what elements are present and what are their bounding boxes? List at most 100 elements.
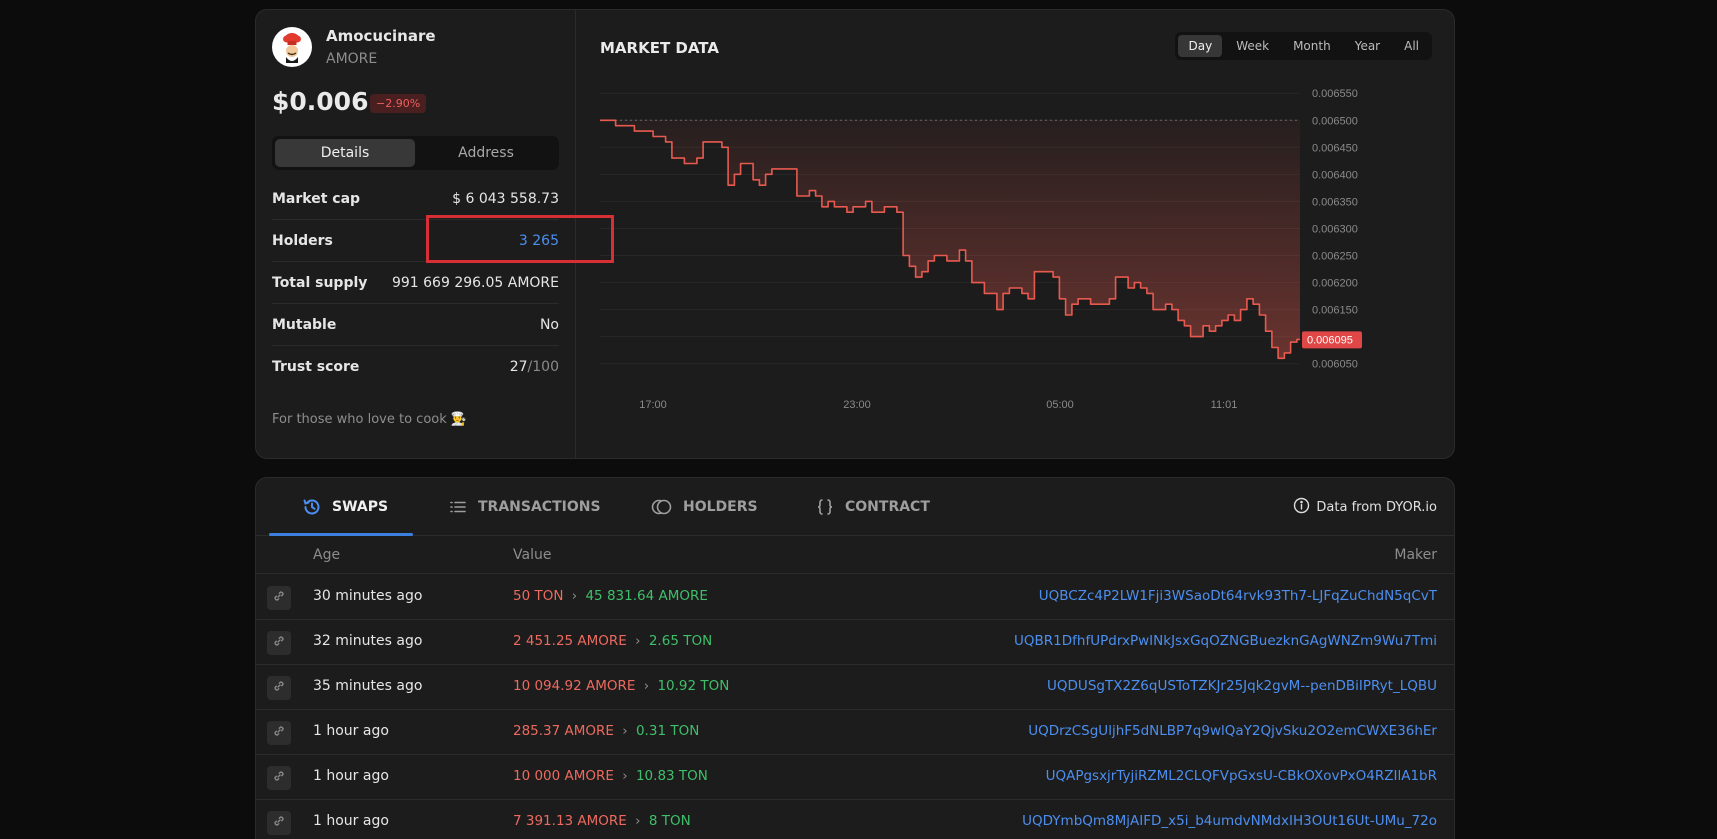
maker-address-link[interactable]: UQDYmbQm8MjAIFD_x5i_b4umdvNMdxIH3OUt16Ut… (1022, 813, 1437, 829)
in-amount: 10 094.92 (513, 678, 582, 694)
x-tick-label: 05:00 (1046, 399, 1074, 411)
market-data-title: MARKET DATA (600, 39, 719, 57)
out-token: TON (683, 633, 713, 649)
y-tick-label: 0.006300 (1312, 223, 1358, 235)
table-row: 1 hour ago 10 000 AMORE › 10.83 TON UQAP… (256, 755, 1454, 800)
x-tick-label: 11:01 (1211, 399, 1238, 411)
token-price: $0.006 (272, 87, 369, 116)
out-token: TON (670, 723, 700, 739)
tx-link-button[interactable] (267, 586, 291, 610)
range-tab-day[interactable]: Day (1178, 35, 1223, 57)
link-icon (273, 815, 285, 831)
tab-details[interactable]: Details (275, 139, 415, 167)
maker-address-link[interactable]: UQBR1DfhfUPdrxPwINkJsxGqOZNGBuezknGAgWNZ… (1014, 633, 1437, 649)
stat-label: Total supply (272, 275, 368, 291)
tx-link-button[interactable] (267, 721, 291, 745)
row-age: 35 minutes ago (313, 678, 423, 694)
tab-label: SWAPS (332, 499, 389, 515)
tx-link-button[interactable] (267, 811, 291, 835)
tx-link-button[interactable] (267, 766, 291, 790)
out-token: TON (661, 813, 691, 829)
trust-score-max: /100 (527, 359, 559, 375)
table-row: 1 hour ago 7 391.13 AMORE › 8 TON UQDYmb… (256, 800, 1454, 839)
y-tick-label: 0.006200 (1312, 278, 1358, 290)
link-icon (273, 635, 285, 651)
out-amount: 8 (648, 813, 658, 829)
y-tick-label: 0.006550 (1312, 88, 1358, 100)
stat-label: Holders (272, 233, 333, 249)
maker-address-link[interactable]: UQDUSgTX2Z6qUSToTZKJr25Jqk2gvM--penDBiIP… (1047, 678, 1437, 694)
stat-label: Trust score (272, 359, 360, 375)
out-amount: 0.31 (635, 723, 667, 739)
token-logo (272, 27, 312, 67)
arrow-right-icon: › (622, 768, 628, 784)
braces-icon (815, 497, 835, 517)
out-amount: 10.92 (657, 678, 697, 694)
row-age: 30 minutes ago (313, 588, 423, 604)
stat-row-holders: Holders 3 265 (272, 220, 559, 262)
tab-label: HOLDERS (683, 499, 758, 515)
stat-value: 27/100 (510, 359, 559, 375)
out-token: TON (700, 678, 730, 694)
row-age: 32 minutes ago (313, 633, 423, 649)
row-value: 10 094.92 AMORE › 10.92 TON (513, 678, 729, 694)
activity-tab-bar: SWAPS TRANSACTIONS HOLDERS (256, 478, 1454, 536)
history-icon (302, 497, 322, 517)
maker-address-link[interactable]: UQBCZc4P2LW1Fji3WSaoDt64rvk93Th7-LJFqZuC… (1038, 588, 1437, 604)
out-token: AMORE (658, 588, 708, 604)
in-token: TON (534, 588, 564, 604)
link-icon (273, 680, 285, 696)
y-tick-label: 0.006250 (1312, 251, 1358, 263)
token-description: For those who love to cook 👨‍🍳 (272, 412, 468, 427)
holders-count-link[interactable]: 3 265 (518, 233, 559, 249)
link-icon (273, 770, 285, 786)
tab-transactions[interactable]: TRANSACTIONS (448, 478, 601, 536)
range-tab-month[interactable]: Month (1293, 39, 1331, 53)
table-row: 32 minutes ago 2 451.25 AMORE › 2.65 TON… (256, 620, 1454, 665)
stat-value: $ 6 043 558.73 (452, 191, 559, 207)
list-icon (448, 497, 468, 517)
x-tick-label: 17:00 (639, 399, 667, 411)
table-row: 35 minutes ago 10 094.92 AMORE › 10.92 T… (256, 665, 1454, 710)
tab-swaps[interactable]: SWAPS (302, 478, 388, 536)
out-token: TON (678, 768, 708, 784)
maker-address-link[interactable]: UQDrzCSgUljhF5dNLBP7q9wlQaY2QjvSku2O2emC… (1028, 723, 1437, 739)
tab-address[interactable]: Address (458, 145, 514, 161)
row-age: 1 hour ago (313, 723, 389, 739)
out-amount: 10.83 (635, 768, 675, 784)
arrow-right-icon: › (635, 813, 641, 829)
info-icon (1293, 497, 1310, 518)
link-icon (273, 725, 285, 741)
in-amount: 50 (513, 588, 531, 604)
tab-contract[interactable]: CONTRACT (815, 478, 930, 536)
row-value: 50 TON › 45 831.64 AMORE (513, 588, 708, 604)
column-header-value: Value (513, 547, 552, 563)
y-tick-label: 0.006400 (1312, 169, 1358, 181)
column-header-maker: Maker (1394, 547, 1437, 563)
price-line (600, 119, 1300, 360)
token-symbol: AMORE (326, 51, 378, 67)
in-token: AMORE (586, 678, 636, 694)
data-source-note[interactable]: Data from DYOR.io (1293, 478, 1437, 536)
coins-icon (651, 497, 673, 517)
in-amount: 285.37 (513, 723, 561, 739)
range-tab-week[interactable]: Week (1236, 39, 1270, 53)
swaps-card: SWAPS TRANSACTIONS HOLDERS (255, 477, 1455, 839)
range-tab-year[interactable]: Year (1354, 39, 1381, 53)
range-tab-all[interactable]: All (1404, 39, 1419, 53)
maker-address-link[interactable]: UQAPgsxjrTyjiRZML2CLQFVpGxsU-CBkOXovPxO4… (1045, 768, 1437, 784)
highlight-annotation-box (426, 215, 614, 263)
in-token: AMORE (564, 768, 614, 784)
table-row: 1 hour ago 285.37 AMORE › 0.31 TON UQDrz… (256, 710, 1454, 755)
row-value: 7 391.13 AMORE › 8 TON (513, 813, 691, 829)
tx-link-button[interactable] (267, 631, 291, 655)
row-age: 1 hour ago (313, 768, 389, 784)
row-age: 1 hour ago (313, 813, 389, 829)
y-tick-label: 0.006350 (1312, 196, 1358, 208)
stat-value: 991 669 296.05 AMORE (391, 275, 559, 291)
token-details-panel: Amocucinare AMORE $0.006 −2.90% Details … (256, 10, 576, 458)
current-price-badge (1302, 331, 1362, 349)
tx-link-button[interactable] (267, 676, 291, 700)
trust-score-value: 27 (509, 359, 528, 375)
tab-holders[interactable]: HOLDERS (651, 478, 758, 536)
